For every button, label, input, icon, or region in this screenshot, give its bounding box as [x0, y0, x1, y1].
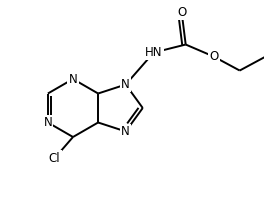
Text: O: O: [209, 50, 218, 63]
Text: N: N: [44, 116, 52, 129]
Text: N: N: [121, 125, 130, 138]
Text: HN: HN: [145, 46, 162, 59]
Text: N: N: [69, 73, 77, 86]
Text: N: N: [121, 78, 130, 91]
Text: O: O: [177, 6, 186, 19]
Text: Cl: Cl: [49, 152, 60, 165]
